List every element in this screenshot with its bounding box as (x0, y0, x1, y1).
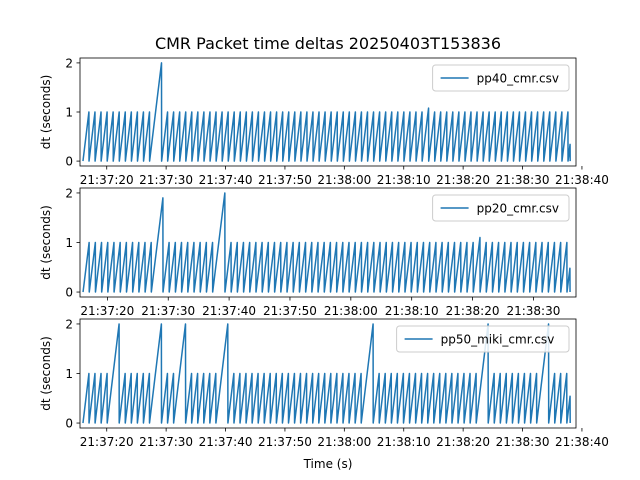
x-tick-label: 21:38:10 (377, 435, 431, 449)
y-tick-label: 2 (65, 186, 73, 200)
x-tick-label: 21:38:20 (436, 435, 490, 449)
x-tick-label: 21:37:40 (199, 435, 253, 449)
x-tick-label: 21:38:10 (385, 304, 439, 318)
y-tick-label: 0 (65, 286, 73, 300)
legend: pp40_cmr.csv (432, 64, 570, 92)
y-tick-label: 1 (65, 106, 73, 120)
y-tick-label: 2 (65, 317, 73, 331)
x-tick-label: 21:37:30 (139, 435, 193, 449)
y-axis-label: dt (seconds) (39, 75, 53, 150)
legend-label: pp40_cmr.csv (477, 72, 559, 86)
y-tick-label: 0 (65, 155, 73, 169)
y-tick-label: 0 (65, 417, 73, 431)
legend-box (432, 64, 570, 92)
x-tick-label: 21:37:20 (80, 173, 134, 187)
y-axis-label: dt (seconds) (39, 336, 53, 411)
x-tick-label: 21:38:20 (436, 173, 490, 187)
subplot-3: 0 1 2 21:37:20 21:37:30 21:37:40 21:37:50 21:38… (39, 317, 609, 449)
x-tick-label: 21:38:40 (555, 435, 609, 449)
subplot-1: 0 1 2 21:37:20 21:37:30 21:37:40 21:37:50 21:38… (39, 56, 609, 187)
x-tick-label: 21:38:40 (555, 173, 609, 187)
x-tick-label: 21:38:00 (317, 173, 371, 187)
legend-box (396, 325, 570, 353)
y-tick-label: 2 (65, 56, 73, 70)
x-tick-label: 21:38:30 (496, 173, 550, 187)
x-tick-label: 21:38:10 (377, 173, 431, 187)
x-tick-label: 21:37:30 (141, 304, 195, 318)
x-tick-label: 21:37:30 (139, 173, 193, 187)
x-tick-label: 21:37:50 (258, 435, 312, 449)
x-tick-label: 21:37:40 (202, 304, 256, 318)
x-tick-label: 21:38:30 (496, 435, 550, 449)
y-tick-label: 1 (65, 236, 73, 250)
series-line (82, 62, 571, 162)
legend-box (432, 194, 570, 222)
legend: pp20_cmr.csv (432, 194, 570, 222)
x-tick-label: 21:37:40 (199, 173, 253, 187)
legend: pp50_miki_cmr.csv (396, 325, 570, 353)
chart-title: CMR Packet time deltas 20250403T153836 (155, 34, 501, 53)
x-tick-label: 21:38:20 (446, 304, 500, 318)
legend-label: pp50_miki_cmr.csv (441, 333, 555, 347)
legend-label: pp20_cmr.csv (477, 202, 559, 216)
x-tick-label: 21:38:00 (324, 304, 378, 318)
series-line (82, 323, 571, 424)
subplot-2: 0 1 2 21:37:20 21:37:30 21:37:40 21:37:50 21:38… (39, 186, 577, 318)
y-tick-label: 1 (65, 367, 73, 381)
plots-container: 0 1 2 21:37:20 21:37:30 21:37:40 21:37:50 21:38… (39, 56, 609, 449)
series-line (82, 192, 571, 293)
x-tick-label: 21:37:20 (80, 304, 134, 318)
x-tick-label: 21:37:50 (258, 173, 312, 187)
x-axis-label: Time (s) (303, 457, 353, 471)
x-tick-label: 21:38:30 (506, 304, 560, 318)
y-axis-label: dt (seconds) (39, 205, 53, 280)
x-tick-label: 21:37:20 (80, 435, 134, 449)
x-tick-label: 21:38:00 (317, 435, 371, 449)
x-tick-label: 21:37:50 (263, 304, 317, 318)
